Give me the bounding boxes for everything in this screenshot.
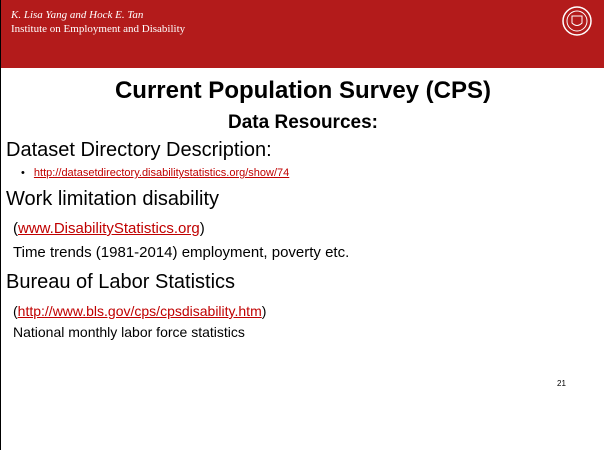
paren: ( — [13, 220, 18, 237]
paren: ) — [261, 303, 267, 319]
section-heading: Work limitation disability — [6, 188, 220, 210]
slide-title: Current Population Survey (CPS) — [114, 77, 492, 104]
link[interactable]: http://www.bls.gov/cps/cpsdisability.htm — [17, 303, 262, 319]
section-heading: Dataset Directory Description: — [6, 139, 272, 161]
note: National monthly labor force statistics — [13, 324, 245, 340]
slide-subtitle: Data Resources: — [228, 112, 378, 133]
paren: ) — [199, 220, 205, 237]
section-heading: Bureau of Labor Statistics — [6, 271, 236, 293]
logo — [562, 6, 592, 36]
bullet: • — [21, 167, 25, 179]
link-line: (www.DisabilityStatistics.org) — [13, 220, 205, 237]
bullet-item: • http://datasetdirectory.disabilitystat… — [21, 167, 289, 179]
link-line: (http://www.bls.gov/cps/cpsdisability.ht… — [13, 303, 266, 319]
header-line: K. Lisa Yang and Hock E. Tan — [11, 9, 144, 21]
note: Time trends (1981-2014) employment, pove… — [13, 244, 350, 261]
link[interactable]: http://datasetdirectory.disabilitystatis… — [33, 167, 290, 179]
header-band — [1, 0, 604, 68]
paren: ( — [13, 303, 18, 319]
header-line: Institute on Employment and Disability — [11, 23, 186, 35]
link[interactable]: www.DisabilityStatistics.org — [18, 220, 200, 237]
page-number: 21 — [557, 379, 566, 388]
